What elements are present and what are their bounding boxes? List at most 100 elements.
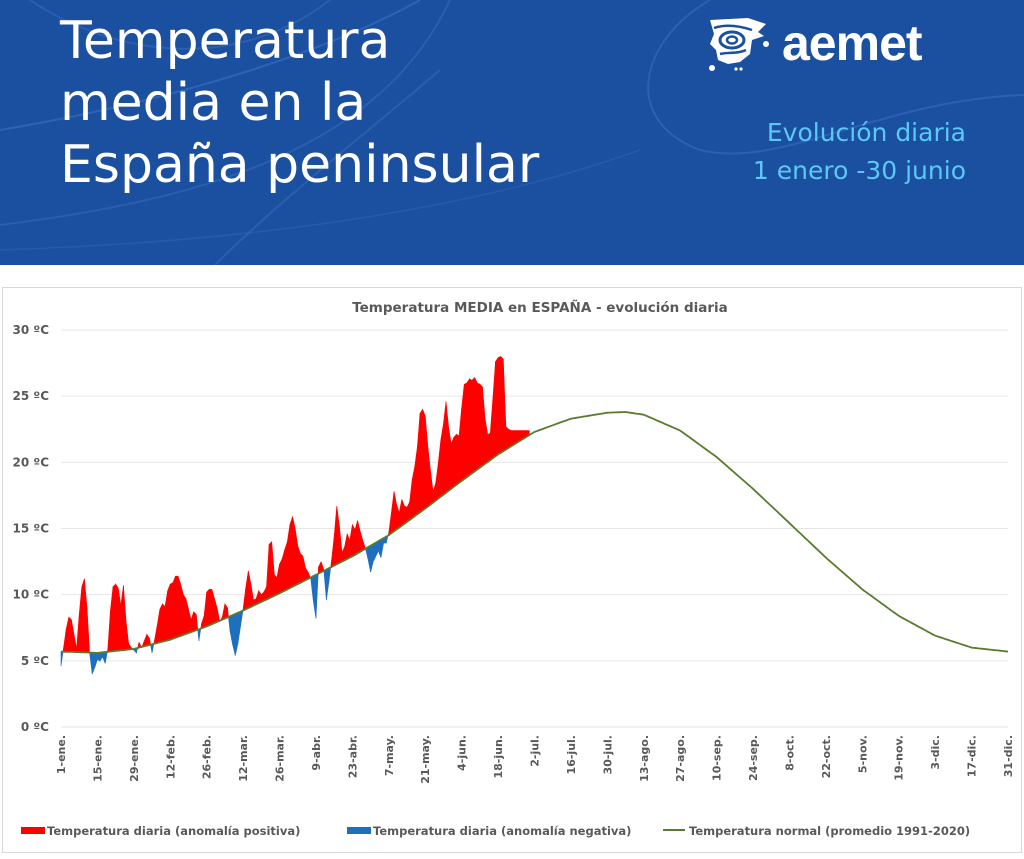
legend-swatch-negative	[347, 827, 371, 834]
negative-anomaly-area	[313, 574, 317, 619]
x-tick-label: 10-sep.	[711, 735, 724, 781]
negative-anomaly-area	[94, 652, 98, 668]
positive-anomaly-area	[274, 574, 278, 597]
positive-anomaly-area	[474, 377, 478, 472]
positive-anomaly-area	[162, 603, 166, 643]
x-tick-label: 1-ene.	[55, 735, 68, 774]
y-tick-label: 30 ºC	[13, 323, 50, 337]
positive-anomaly-area	[279, 558, 283, 594]
legend: Temperatura diaria (anomalía positiva) Te…	[21, 824, 970, 838]
positive-anomaly-area	[341, 546, 345, 563]
negative-anomaly-area	[104, 651, 108, 664]
positive-anomaly-area	[182, 593, 187, 636]
positive-anomaly-area	[250, 584, 254, 608]
positive-anomaly-area	[432, 483, 436, 504]
y-tick-label: 25 ºC	[13, 389, 50, 403]
legend-item-label: Temperatura normal (promedio 1991-2020)	[689, 824, 970, 838]
title-line-3: España peninsular	[60, 135, 540, 195]
positive-anomaly-area	[65, 617, 70, 653]
positive-anomaly-area	[287, 524, 291, 590]
positive-anomaly-area	[68, 616, 72, 653]
positive-anomaly-area	[227, 607, 229, 618]
positive-anomaly-area	[271, 541, 275, 598]
positive-anomaly-area	[508, 428, 512, 449]
positive-anomaly-area	[359, 531, 364, 553]
legend-item-label: Temperatura diaria (anomalía positiva)	[47, 824, 300, 838]
positive-anomaly-area	[422, 409, 426, 512]
positive-anomaly-area	[78, 586, 83, 653]
positive-anomaly-area	[193, 611, 197, 632]
x-tick-label: 4-jun.	[456, 735, 469, 771]
positive-anomaly-area	[445, 401, 449, 494]
negative-anomaly-area	[97, 652, 101, 662]
positive-anomaly-area	[268, 541, 273, 599]
positive-anomaly-area	[292, 516, 296, 588]
positive-anomaly-area	[339, 525, 343, 564]
positive-anomaly-area	[482, 386, 486, 467]
x-tick-label: 30-jul.	[601, 735, 614, 774]
negative-anomaly-area	[328, 566, 332, 582]
subtitle-line-2: 1 enero -30 junio	[752, 156, 966, 185]
x-tick-label: 3-dic.	[929, 735, 942, 770]
positive-anomaly-area	[331, 536, 335, 568]
positive-anomaly-area	[458, 408, 462, 484]
positive-anomaly-area	[401, 499, 405, 527]
positive-anomaly-area	[500, 355, 504, 454]
positive-anomaly-area	[411, 466, 416, 519]
positive-anomaly-area	[185, 598, 189, 635]
positive-anomaly-area	[479, 383, 483, 469]
x-tick-label: 7-may.	[383, 735, 396, 776]
x-tick-label: 8-oct.	[783, 735, 796, 771]
positive-anomaly-area	[164, 590, 168, 642]
positive-anomaly-area	[427, 446, 431, 508]
y-tick-label: 0 ºC	[21, 720, 49, 734]
legend-swatch-positive	[21, 827, 45, 834]
normal-temperature-line	[60, 411, 1009, 654]
title-line-2: media en la	[60, 73, 367, 133]
positive-anomaly-area	[154, 625, 158, 645]
positive-anomaly-area	[393, 491, 397, 532]
positive-anomaly-area	[352, 524, 356, 557]
positive-anomaly-area	[180, 584, 184, 637]
positive-anomaly-area	[489, 398, 494, 461]
positive-anomaly-area	[112, 583, 116, 652]
positive-anomaly-area	[484, 418, 488, 465]
positive-anomaly-area	[388, 512, 392, 536]
positive-anomaly-area	[76, 614, 80, 653]
positive-anomaly-area	[354, 520, 358, 556]
page-title: Temperatura media en la España peninsula…	[60, 10, 539, 196]
negative-anomaly-area	[372, 542, 377, 562]
positive-anomaly-area	[453, 433, 457, 488]
positive-anomaly-area	[201, 615, 205, 629]
positive-anomaly-area	[110, 586, 114, 652]
x-tick-label: 9-abr.	[310, 735, 323, 771]
positive-anomaly-area	[440, 423, 444, 498]
positive-anomaly-area	[450, 437, 455, 490]
positive-anomaly-area	[398, 499, 403, 529]
positive-anomaly-area	[208, 589, 213, 626]
subtitle: Evolución diaria 1 enero -30 junio	[753, 114, 966, 190]
negative-anomaly-area	[315, 573, 319, 619]
y-axis-ticks: 0 ºC 5 ºC 10 ºC 15 ºC 20 ºC 25 ºC 30 ºC	[13, 323, 50, 734]
positive-anomaly-area	[195, 614, 199, 631]
positive-anomaly-area	[125, 621, 129, 651]
anomaly-areas	[60, 355, 530, 675]
negative-anomaly-area	[310, 575, 314, 602]
positive-anomaly-area	[146, 633, 150, 647]
positive-anomaly-area	[284, 541, 288, 592]
positive-anomaly-area	[276, 564, 280, 596]
negative-anomaly-area	[378, 539, 382, 558]
negative-anomaly-area	[323, 569, 327, 600]
temperature-chart: Temperatura MEDIA en ESPAÑA - evolución …	[13, 299, 1015, 838]
positive-anomaly-area	[73, 634, 77, 653]
positive-anomaly-area	[346, 533, 351, 560]
x-axis-ticks: 1-ene. 15-ene. 29-ene. 12-feb. 26-feb. 12-mar…	[55, 735, 1015, 784]
positive-anomaly-area	[172, 576, 176, 640]
y-tick-label: 15 ºC	[13, 522, 50, 536]
positive-anomaly-area	[344, 533, 348, 561]
negative-anomaly-area	[237, 611, 241, 644]
positive-anomaly-area	[476, 382, 481, 471]
x-tick-label: 31-dic.	[1002, 735, 1015, 777]
x-tick-label: 2-jul.	[529, 735, 542, 767]
positive-anomaly-area	[502, 359, 507, 452]
